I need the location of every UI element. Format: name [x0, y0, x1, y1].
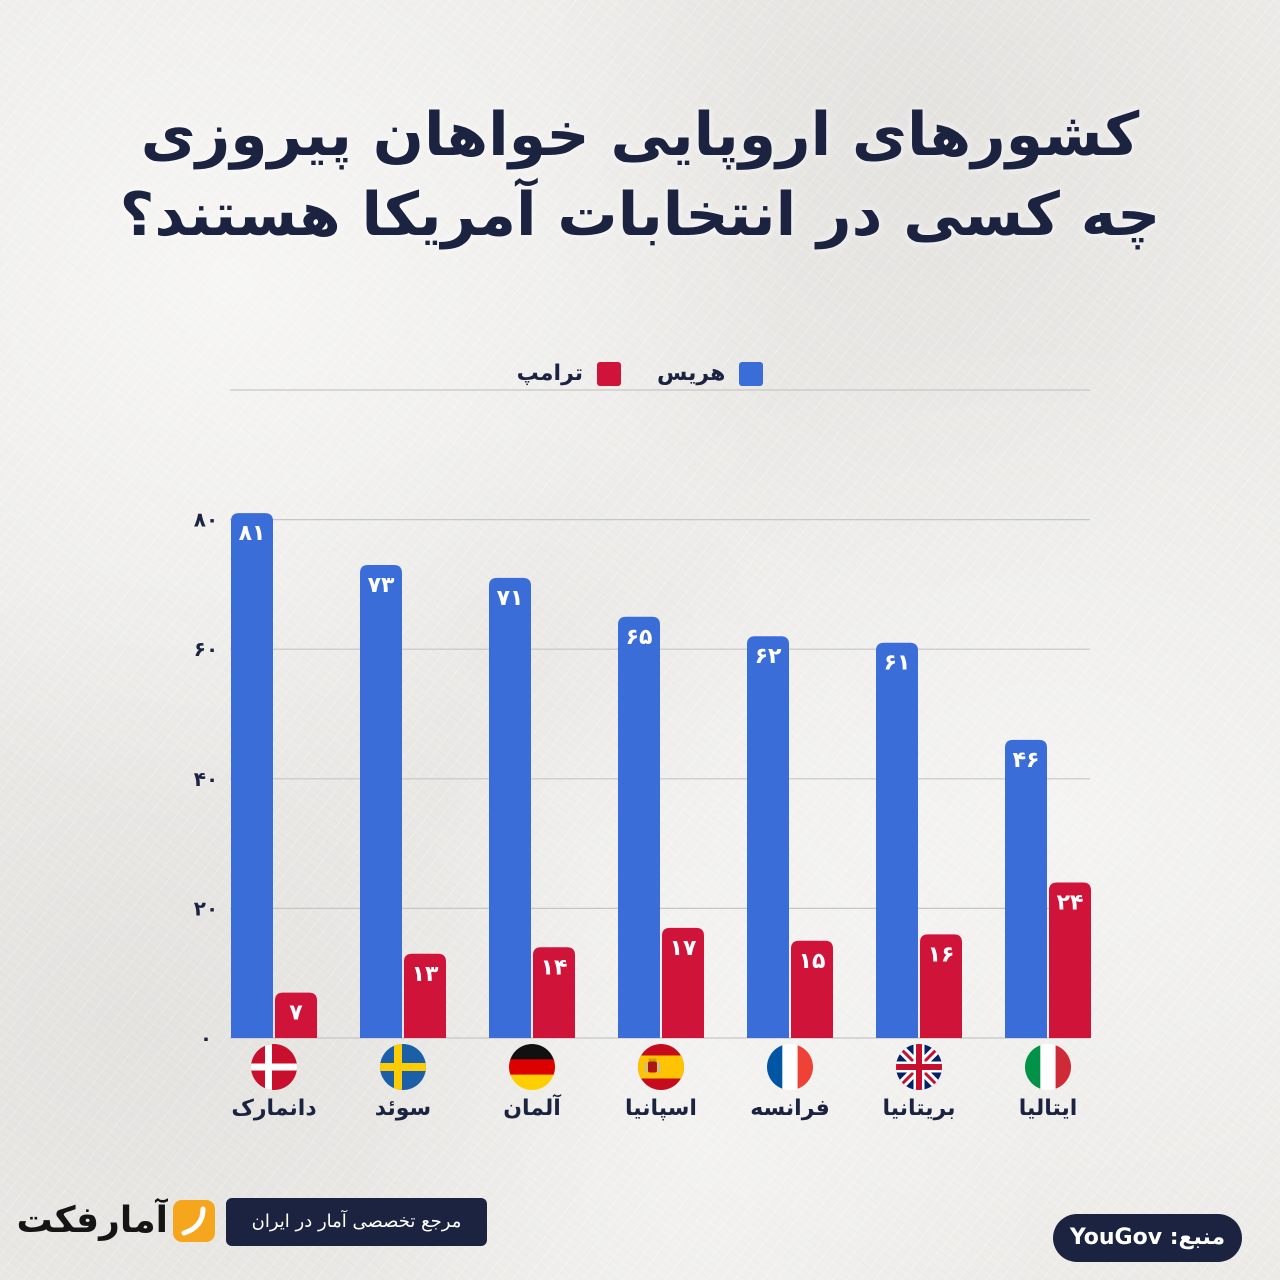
category-label: ایتالیا: [978, 1094, 1118, 1124]
legend: هریس ترامپ: [0, 360, 1280, 388]
category-label: بریتانیا: [849, 1094, 989, 1124]
brand-mark-stroke: [184, 1209, 203, 1233]
flag-stripe-gold: [509, 1075, 555, 1090]
legend-swatch-trump: [597, 362, 621, 386]
flag-emblem-shield: [648, 1062, 657, 1073]
flag-cross-horizontal: [251, 1064, 297, 1071]
y-tick-label: ۶۰: [194, 637, 218, 661]
flag-emblem-pillar-right: [658, 1062, 660, 1073]
harris-value-label-italy: ۴۶: [1013, 748, 1040, 773]
category-label: دانمارک: [204, 1094, 344, 1124]
legend-swatch-harris: [739, 362, 763, 386]
y-tick-label: ۸۰: [194, 508, 218, 532]
title-line-1: کشورهای اروپایی خواهان پیروزی: [40, 95, 1240, 175]
harris-bar-spain: [618, 617, 660, 1038]
denmark-flag-graphic: [251, 1044, 297, 1090]
flag-stripe-white: [782, 1044, 798, 1090]
flag-stripe-red: [1056, 1044, 1071, 1090]
spain-flag-graphic: [638, 1044, 684, 1090]
legend-item-trump: ترامپ: [517, 360, 621, 388]
trump-value-label-sweden: ۱۳: [412, 962, 439, 987]
flag-cross-horizontal: [380, 1063, 426, 1071]
y-tick-label: ۲۰: [194, 896, 218, 920]
bar-group-germany: ۷۱ ۱۴: [489, 578, 575, 1038]
category-axis: دانمارک سوئد آلمان اسپانیا فرانسه بریتانیا ایت…: [0, 1040, 1280, 1140]
brand-logo: آمارفکت: [16, 1190, 168, 1252]
legend-item-harris: هریس: [657, 360, 763, 388]
bar-group-uk: ۶۱ ۱۶: [876, 643, 962, 1038]
flag-emblem-pillar-left: [645, 1062, 647, 1073]
source-badge: منبع: YouGov: [1053, 1214, 1242, 1262]
flag-stripe-red: [798, 1044, 813, 1090]
flag-stripe-white: [1040, 1044, 1056, 1090]
legend-label-harris: هریس: [657, 360, 725, 388]
bars: ۸۱ ۷ ۷۳ ۱۳ ۷۱ ۱۴ ۶۵ ۱۷ ۶۲ ۱۵ ۶۱ ۱۶ ۴۶ ۲۴: [231, 513, 1091, 1038]
flag-stripe-yellow: [638, 1056, 684, 1079]
harris-bar-italy: [1005, 740, 1047, 1038]
bar-group-france: ۶۲ ۱۵: [747, 636, 833, 1038]
bar-group-spain: ۶۵ ۱۷: [618, 617, 704, 1038]
category-label: آلمان: [462, 1094, 602, 1124]
title-line-2: چه کسی در انتخابات آمریکا هستند؟: [40, 175, 1240, 255]
france-flag-graphic: [767, 1044, 813, 1090]
italy-flag-icon: [1025, 1044, 1071, 1090]
category-label: فرانسه: [720, 1094, 860, 1124]
bar-group-italy: ۴۶ ۲۴: [1005, 740, 1091, 1038]
tagline-badge: مرجع تخصصی آمار در ایران: [226, 1198, 487, 1246]
trump-value-label-germany: ۱۴: [541, 955, 568, 980]
harris-bar-sweden: [360, 565, 402, 1038]
italy-flag-graphic: [1025, 1044, 1071, 1090]
category-label: سوئد: [333, 1094, 473, 1124]
uk-flag-icon: [896, 1044, 942, 1090]
legend-label-trump: ترامپ: [517, 360, 583, 388]
harris-bar-denmark: [231, 513, 273, 1038]
harris-value-label-spain: ۶۵: [626, 625, 653, 650]
bar-group-sweden: ۷۳ ۱۳: [360, 565, 446, 1038]
harris-value-label-germany: ۷۱: [497, 586, 524, 611]
harris-value-label-denmark: ۸۱: [239, 521, 266, 546]
france-flag-icon: [767, 1044, 813, 1090]
germany-flag-graphic: [509, 1044, 555, 1090]
flag-emblem-crown: [649, 1059, 657, 1062]
flag-stripe-green: [1025, 1044, 1041, 1090]
sweden-flag-icon: [380, 1044, 426, 1090]
brand-mark-icon: [173, 1200, 215, 1242]
trump-value-label-france: ۱۵: [799, 949, 826, 974]
trump-value-label-denmark: ۷: [289, 1001, 303, 1026]
uk-flag-graphic: [896, 1044, 942, 1090]
harris-value-label-france: ۶۲: [755, 644, 782, 669]
trump-value-label-uk: ۱۶: [928, 942, 955, 967]
spain-flag-icon: [638, 1044, 684, 1090]
flag-stripe-red: [509, 1059, 555, 1075]
germany-flag-icon: [509, 1044, 555, 1090]
trump-value-label-spain: ۱۷: [670, 936, 697, 961]
flag-cross-red-horizontal: [896, 1064, 942, 1070]
brand-mark-graphic: [173, 1200, 215, 1242]
y-tick-label: ۴۰: [194, 767, 218, 791]
page-title: کشورهای اروپایی خواهان پیروزی چه کسی در …: [40, 95, 1240, 255]
category-label: اسپانیا: [591, 1094, 731, 1124]
harris-bar-uk: [876, 643, 918, 1038]
bar-group-denmark: ۸۱ ۷: [231, 513, 317, 1038]
harris-value-label-uk: ۶۱: [884, 651, 911, 676]
harris-value-label-sweden: ۷۳: [368, 573, 395, 598]
sweden-flag-graphic: [380, 1044, 426, 1090]
flag-stripe-black: [509, 1044, 555, 1060]
denmark-flag-icon: [251, 1044, 297, 1090]
harris-bar-france: [747, 636, 789, 1038]
trump-value-label-italy: ۲۴: [1057, 890, 1084, 915]
flag-stripe-blue: [767, 1044, 783, 1090]
harris-bar-germany: [489, 578, 531, 1038]
